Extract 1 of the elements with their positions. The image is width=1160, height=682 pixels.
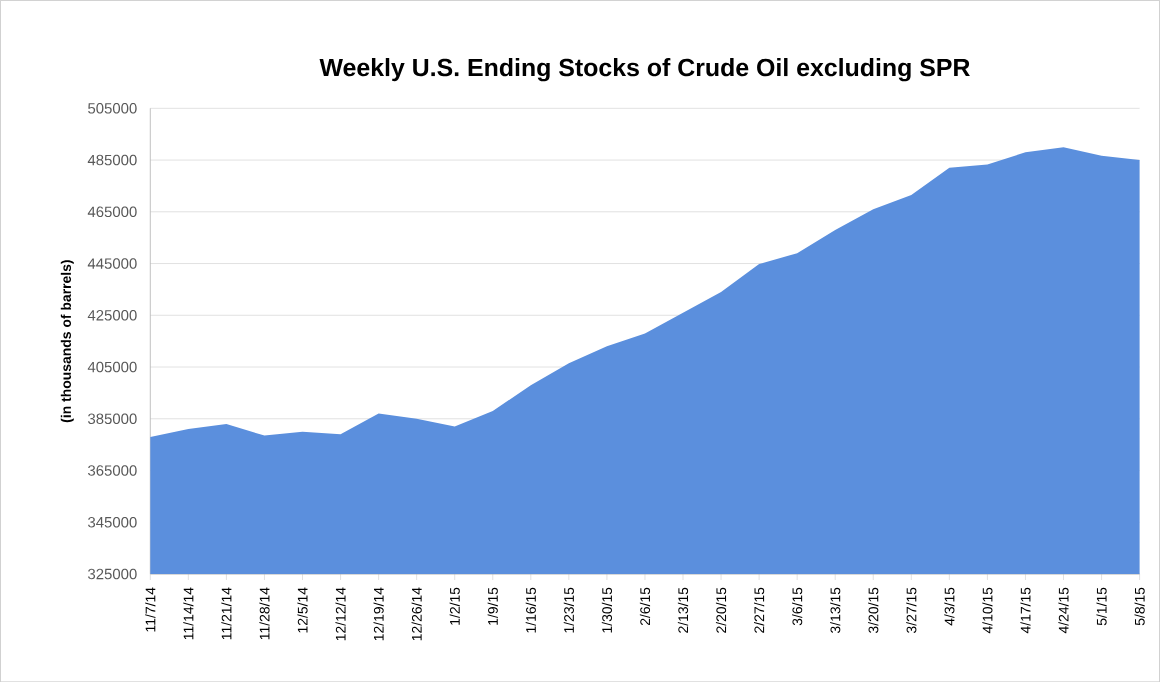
chart-title: Weekly U.S. Ending Stocks of Crude Oil excluding SPR: [319, 57, 970, 82]
